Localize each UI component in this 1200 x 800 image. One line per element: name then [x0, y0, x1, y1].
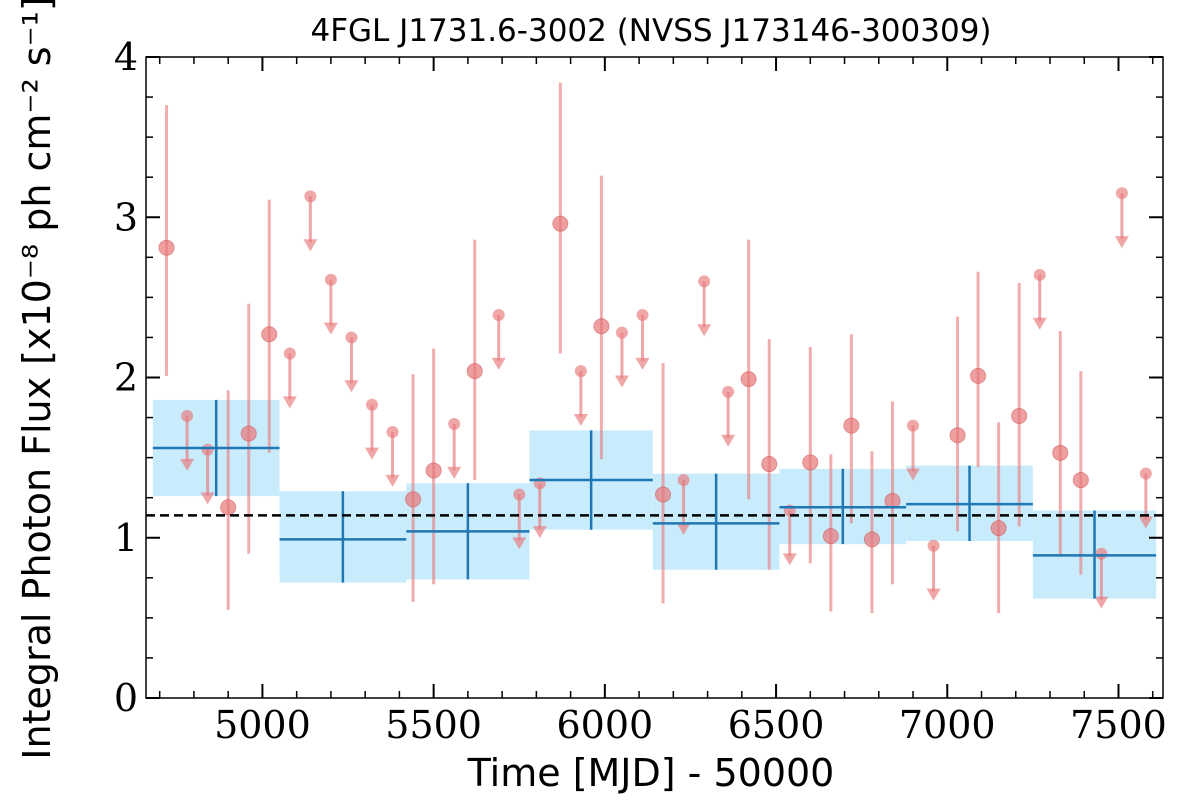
upper-limit-point-27: [722, 385, 735, 398]
data-point-31: [802, 454, 819, 471]
data-point-12: [405, 491, 422, 508]
upper-limit-point-14: [448, 417, 461, 430]
upper-limit-arrow-37: [926, 588, 941, 601]
data-point-43: [1052, 444, 1069, 461]
upper-limit-point-46: [1115, 187, 1128, 200]
upper-limit-point-16: [492, 309, 505, 322]
upper-limit-arrow-25: [676, 522, 691, 535]
x-tick-label-3: 6500: [728, 703, 825, 747]
upper-limit-arrow-23: [635, 357, 650, 370]
upper-limit-arrow-20: [573, 413, 588, 426]
upper-limit-arrow-2: [200, 492, 215, 505]
x-tick-label-2: 6000: [556, 703, 653, 747]
upper-limit-arrow-27: [721, 434, 736, 447]
data-point-32: [822, 528, 839, 545]
upper-limit-arrow-1: [180, 458, 195, 471]
upper-limit-arrow-7: [303, 239, 318, 252]
y-tick-label-1: 1: [114, 516, 138, 560]
data-point-15: [466, 363, 483, 380]
plot-frame: [145, 56, 1164, 699]
upper-limit-point-42: [1033, 268, 1046, 281]
upper-limit-point-23: [636, 309, 649, 322]
upper-limit-arrow-36: [906, 468, 921, 481]
upper-limit-point-36: [907, 419, 920, 432]
upper-limit-point-26: [698, 275, 711, 288]
upper-limit-arrow-10: [365, 447, 379, 460]
data-point-38: [949, 427, 966, 444]
x-tick-label-0: 5000: [214, 703, 311, 747]
x-tick-label-4: 7000: [899, 703, 996, 747]
data-point-28: [740, 371, 757, 388]
upper-limit-point-22: [615, 326, 628, 339]
upper-limit-arrow-8: [323, 322, 338, 335]
upper-limit-point-10: [366, 398, 378, 411]
data-point-29: [761, 456, 778, 473]
x-tick-label-1: 5500: [385, 703, 482, 747]
upper-limit-point-9: [345, 331, 358, 344]
upper-limit-arrow-22: [614, 375, 629, 388]
upper-limit-point-25: [677, 474, 690, 487]
upper-limit-arrow-16: [491, 357, 506, 370]
y-axis-label: Integral Photon Flux [x10⁻⁸ ph cm⁻² s⁻¹]: [15, 0, 59, 760]
upper-limit-point-11: [386, 425, 399, 438]
data-point-39: [970, 367, 987, 384]
y-tick-label-0: 0: [114, 676, 138, 720]
data-point-13: [425, 462, 442, 479]
data-point-5: [261, 326, 278, 343]
data-point-19: [552, 215, 569, 232]
upper-limit-point-1: [181, 409, 194, 422]
upper-limit-arrow-45: [1094, 596, 1109, 609]
data-point-34: [863, 531, 880, 548]
upper-limit-arrow-47: [1138, 516, 1153, 529]
data-point-4: [240, 425, 257, 442]
x-axis-label: Time [MJD] - 50000: [467, 751, 835, 795]
upper-limit-arrow-14: [447, 466, 462, 479]
upper-limit-arrow-17: [512, 537, 527, 550]
upper-limit-point-7: [304, 190, 317, 203]
upper-limit-arrow-42: [1032, 317, 1047, 330]
upper-limit-point-2: [201, 443, 214, 456]
upper-limit-point-37: [927, 539, 940, 552]
upper-limit-point-8: [324, 273, 337, 286]
data-point-21: [593, 318, 610, 335]
upper-limit-point-47: [1139, 467, 1152, 480]
data-point-3: [220, 499, 237, 516]
data-point-24: [655, 486, 672, 503]
upper-limit-arrow-18: [532, 526, 547, 539]
upper-limit-arrow-46: [1114, 236, 1129, 249]
upper-limit-arrow-6: [282, 396, 297, 409]
upper-limit-arrow-30: [782, 553, 797, 566]
y-tick-label-4: 4: [114, 35, 138, 79]
data-point-0: [158, 239, 175, 256]
upper-limit-point-45: [1095, 547, 1108, 560]
upper-limit-point-6: [283, 347, 296, 360]
x-tick-label-5: 7500: [1070, 703, 1167, 747]
upper-limit-point-20: [574, 365, 587, 378]
y-tick-label-2: 2: [114, 356, 138, 400]
data-point-40: [990, 520, 1007, 537]
y-tick-label-3: 3: [114, 195, 138, 239]
upper-limit-arrow-11: [385, 474, 400, 487]
upper-limit-arrow-9: [344, 380, 359, 393]
data-point-33: [843, 417, 860, 434]
data-point-44: [1072, 472, 1089, 489]
upper-limit-arrow-26: [697, 324, 712, 337]
plot-area: 5000 5500 6000 6500 7000 7500 0 1 2 3 4: [114, 35, 1167, 747]
data-point-41: [1011, 407, 1028, 424]
chart-title: 4FGL J1731.6-3002 (NVSS J173146-300309): [310, 13, 991, 49]
upper-limit-point-17: [513, 488, 526, 501]
